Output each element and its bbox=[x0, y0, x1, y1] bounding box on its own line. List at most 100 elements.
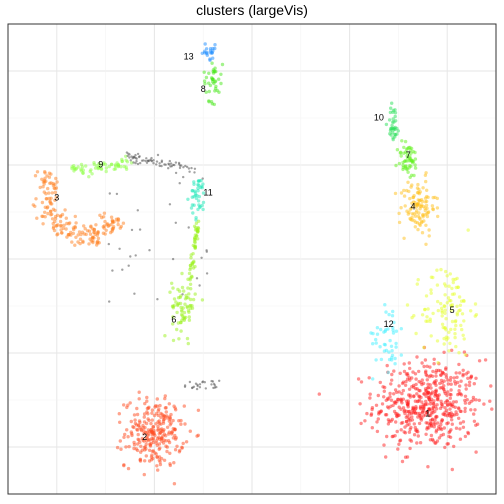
data-point bbox=[393, 114, 397, 119]
data-point bbox=[175, 327, 179, 332]
data-point bbox=[159, 415, 163, 419]
data-point bbox=[400, 391, 404, 396]
cluster-label: 10 bbox=[374, 112, 384, 122]
data-point bbox=[389, 106, 393, 110]
data-point bbox=[407, 416, 411, 420]
data-point bbox=[386, 370, 390, 375]
data-point bbox=[213, 86, 218, 91]
data-point bbox=[89, 225, 93, 229]
data-point bbox=[178, 448, 182, 453]
data-point bbox=[387, 350, 391, 354]
data-point bbox=[139, 444, 143, 448]
data-point bbox=[187, 310, 191, 314]
data-point bbox=[398, 151, 403, 155]
data-point bbox=[359, 421, 363, 426]
data-point bbox=[413, 163, 417, 167]
data-point bbox=[171, 286, 175, 290]
data-point bbox=[115, 445, 120, 450]
data-point bbox=[167, 402, 171, 406]
data-point bbox=[118, 420, 122, 424]
data-point bbox=[442, 342, 446, 346]
data-point bbox=[43, 210, 47, 214]
data-point bbox=[411, 195, 415, 200]
data-point bbox=[158, 403, 162, 408]
data-point bbox=[453, 320, 458, 324]
data-point bbox=[156, 153, 160, 157]
data-point bbox=[165, 416, 170, 420]
data-point bbox=[137, 155, 141, 159]
data-point bbox=[383, 385, 387, 390]
data-point bbox=[70, 240, 74, 244]
data-point bbox=[145, 161, 149, 164]
data-point bbox=[135, 159, 138, 163]
data-point bbox=[467, 380, 472, 384]
data-point bbox=[392, 392, 396, 396]
data-point bbox=[155, 163, 158, 166]
data-point bbox=[385, 363, 389, 368]
data-point bbox=[416, 227, 420, 232]
data-point bbox=[187, 315, 191, 319]
data-point bbox=[464, 383, 468, 387]
data-point bbox=[415, 209, 419, 213]
data-point bbox=[458, 421, 463, 425]
data-point bbox=[424, 319, 428, 323]
data-point bbox=[179, 320, 183, 325]
data-point bbox=[422, 364, 426, 369]
data-point bbox=[401, 380, 406, 384]
data-point bbox=[436, 308, 440, 313]
data-point bbox=[108, 300, 111, 303]
data-point bbox=[397, 384, 401, 388]
data-point bbox=[87, 175, 91, 179]
data-point bbox=[168, 451, 172, 455]
data-point bbox=[413, 214, 418, 218]
data-point bbox=[83, 227, 87, 231]
data-point bbox=[443, 445, 447, 450]
data-point bbox=[435, 196, 439, 201]
data-point bbox=[184, 164, 187, 168]
data-point bbox=[150, 411, 154, 415]
data-point bbox=[159, 422, 163, 426]
data-point bbox=[416, 278, 420, 282]
data-point bbox=[49, 213, 53, 217]
data-point bbox=[416, 434, 420, 438]
data-point bbox=[379, 409, 383, 413]
data-point bbox=[429, 392, 434, 396]
data-point bbox=[136, 432, 140, 437]
data-point bbox=[406, 180, 410, 184]
data-point bbox=[196, 237, 200, 241]
data-point bbox=[397, 161, 402, 166]
data-point bbox=[407, 376, 412, 380]
data-point bbox=[490, 407, 494, 411]
data-point bbox=[136, 209, 139, 212]
data-point bbox=[135, 412, 140, 417]
data-point bbox=[426, 211, 430, 215]
data-point bbox=[193, 246, 197, 250]
data-point bbox=[174, 300, 178, 304]
data-point bbox=[458, 427, 462, 431]
data-point bbox=[425, 188, 429, 192]
data-point bbox=[126, 435, 130, 439]
data-point bbox=[471, 395, 476, 400]
data-point bbox=[384, 122, 389, 127]
data-point bbox=[421, 186, 425, 190]
data-point bbox=[392, 400, 397, 405]
data-point bbox=[399, 206, 403, 210]
data-point bbox=[458, 303, 463, 307]
data-point bbox=[462, 337, 466, 341]
data-point bbox=[137, 424, 141, 428]
data-point bbox=[389, 404, 393, 408]
data-point bbox=[163, 394, 167, 398]
data-point bbox=[371, 342, 375, 346]
data-point bbox=[435, 439, 440, 443]
data-point bbox=[92, 230, 97, 234]
data-point bbox=[435, 403, 439, 407]
data-point bbox=[168, 423, 172, 427]
data-point bbox=[113, 163, 118, 167]
data-point bbox=[172, 461, 176, 465]
data-point bbox=[477, 398, 481, 402]
data-point bbox=[182, 310, 187, 315]
data-point bbox=[429, 386, 433, 390]
data-point bbox=[157, 458, 161, 462]
data-point bbox=[35, 216, 39, 220]
data-point bbox=[420, 361, 424, 365]
